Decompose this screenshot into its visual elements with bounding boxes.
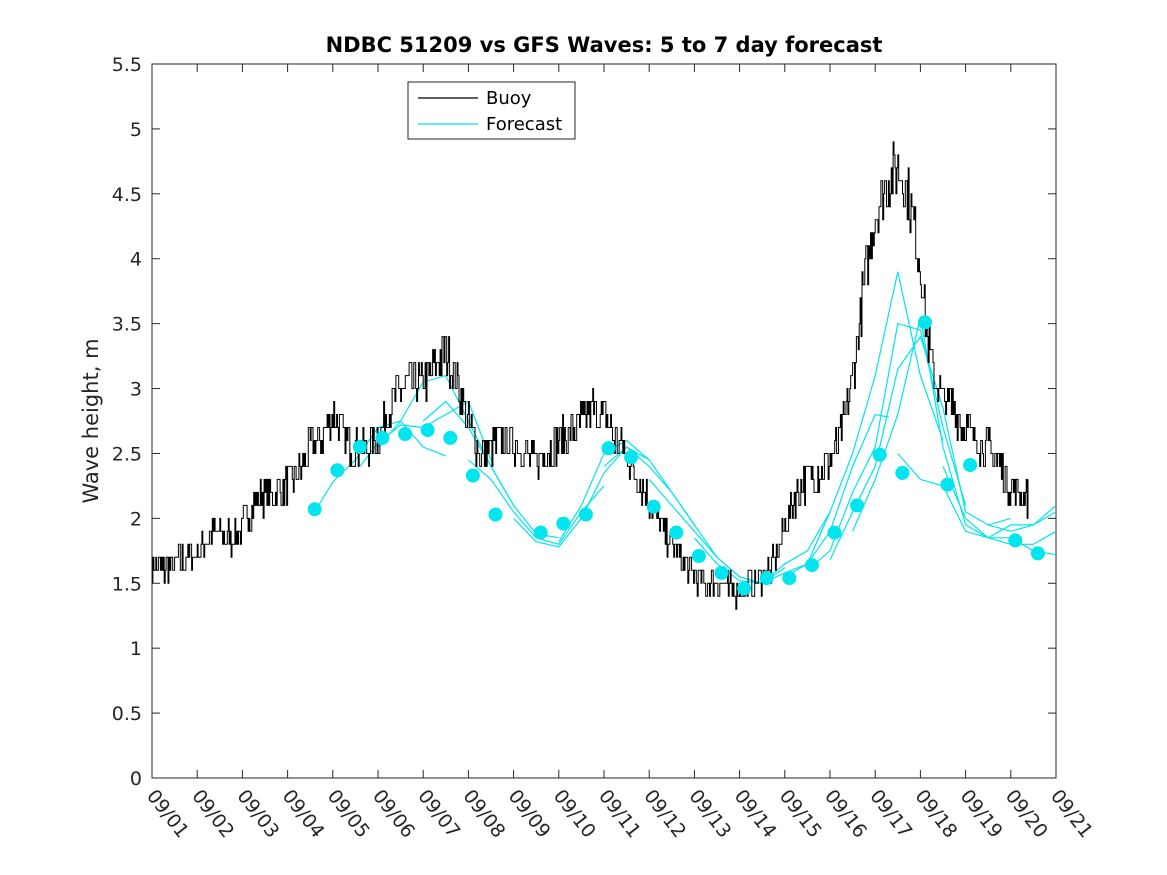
forecast-run-line [829,335,1011,561]
forecast-marker [850,498,865,513]
y-tick-label: 5 [130,119,142,141]
forecast-marker [488,507,503,522]
y-tick-label: 2 [130,508,142,530]
forecast-marker [578,507,593,522]
y-tick-label: 3 [130,379,142,401]
forecast-marker [691,549,706,563]
forecast-marker [669,525,684,540]
forecast-marker [443,430,458,445]
forecast-run-line [784,271,944,578]
forecast-marker [714,565,729,580]
y-tick-label: 1 [130,638,142,660]
y-tick-label: 0 [130,768,142,790]
chart-title: NDBC 51209 vs GFS Waves: 5 to 7 day fore… [326,33,883,57]
forecast-run-line [988,504,1057,532]
forecast-marker [827,525,842,540]
y-axis-label: Wave height, m [79,338,103,503]
y-tick-label: 5.5 [112,54,142,76]
forecast-marker [375,430,390,445]
forecast-marker [872,447,887,462]
forecast-marker [330,463,345,478]
y-axis: 0 0.5 1 1.5 2 2.5 3 3.5 4 4.5 5 5.5 [112,54,1056,790]
forecast-marker [782,571,797,586]
forecast-marker [556,516,571,531]
forecast-marker [398,427,413,441]
forecast-marker [895,465,910,480]
forecast-marker [465,468,480,483]
forecast-marker [737,581,752,596]
forecast-run-line [807,322,967,571]
axes-box [151,63,1057,779]
y-tick-label: 0.5 [112,703,142,725]
forecast-marker [1030,546,1045,561]
y-tick-label: 1.5 [112,573,142,595]
plot-area [151,63,1057,779]
legend: Buoy Forecast [407,81,576,140]
forecast-marker [917,315,932,330]
forecast-marker [804,558,819,573]
forecast-marker [624,450,639,465]
y-tick-label: 3.5 [112,314,142,336]
forecast-marker [307,502,322,517]
legend-box [407,81,576,140]
forecast-run-line [897,453,1057,545]
legend-forecast-label: Forecast [486,114,562,135]
forecast-marker [940,477,955,492]
buoy-line [152,141,1029,610]
forecast-marker [601,441,616,456]
forecast-marker [533,525,548,540]
forecast-marker [1008,533,1023,548]
forecast-marker [420,423,435,438]
y-tick-label: 4.5 [112,184,142,206]
forecast-marker [352,440,367,454]
y-tick-label: 2.5 [112,443,142,465]
buoy-series-line [152,141,1029,610]
legend-buoy-label: Buoy [486,88,532,109]
forecast-marker [963,458,978,473]
forecast-marker [759,571,774,586]
forecast-markers [307,315,1045,596]
y-tick-label: 4 [130,249,142,271]
forecast-marker [646,499,661,514]
